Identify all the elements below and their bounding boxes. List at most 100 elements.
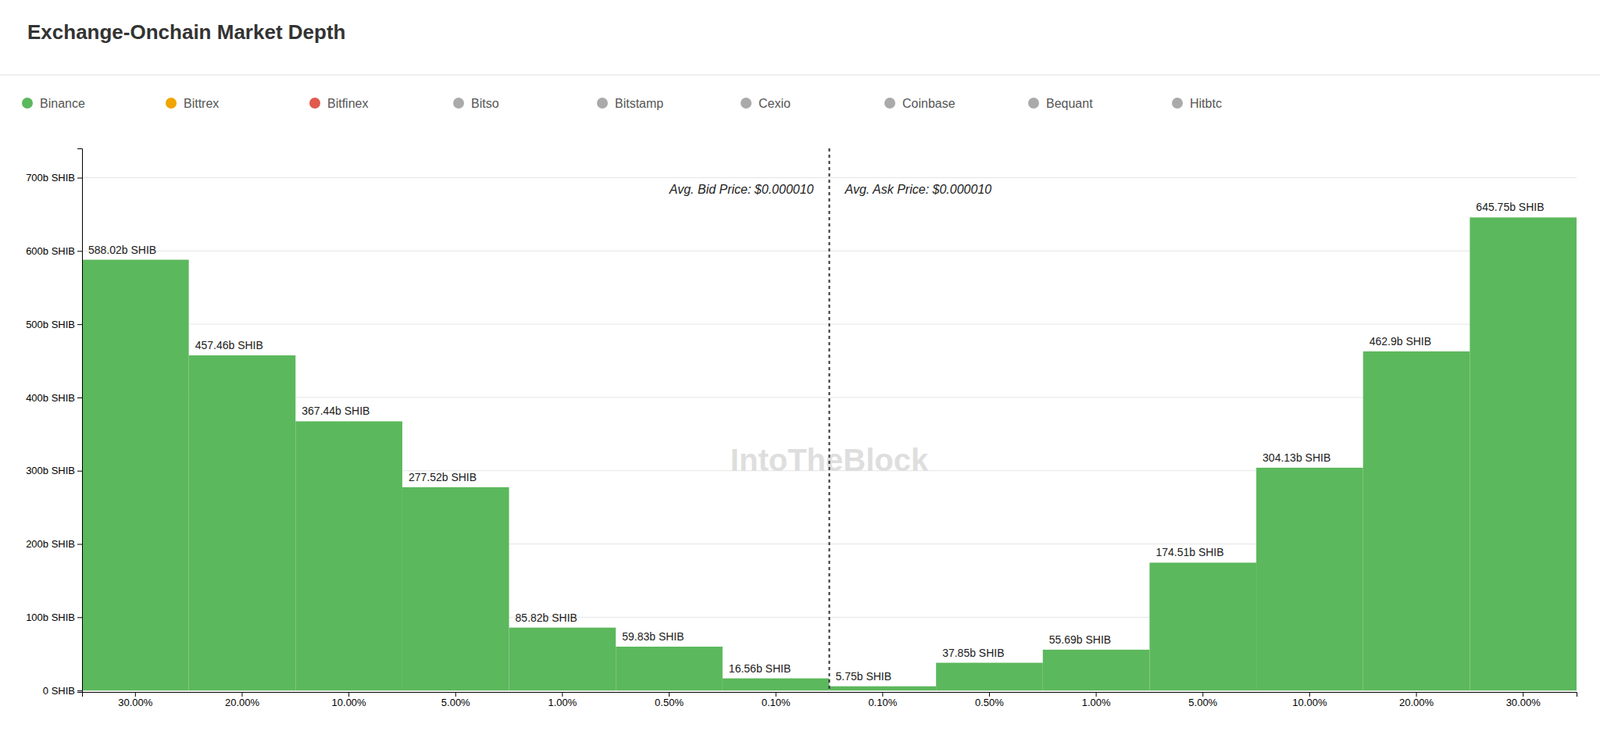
bar: [1149, 562, 1257, 691]
x-axis: 30.00% 20.00% 10.00% 5.00% 1.00% 0.50% 0.10% 0.…: [82, 692, 1578, 709]
tick-mark: [77, 397, 83, 399]
tick: 5.00%: [1188, 692, 1218, 709]
tick: 700b SHIB: [25, 171, 83, 184]
annotation: Avg. Bid Price: $0.000010: [668, 182, 815, 197]
tick-label: 100b SHIB: [25, 611, 75, 624]
tick-mark: [135, 692, 136, 697]
legend-swatch: [596, 97, 608, 109]
tick-label: 0.10%: [761, 696, 791, 709]
tick: 0.50%: [654, 692, 684, 709]
data-label: 277.52b SHIB: [408, 471, 477, 484]
tick: 5.00%: [441, 692, 471, 709]
tick-label: 10.00%: [332, 696, 368, 709]
tick-mark: [775, 692, 777, 697]
bar: [295, 421, 403, 691]
tick: 10.00%: [332, 692, 368, 709]
tick: 0.10%: [867, 692, 897, 709]
tick: 100b SHIB: [25, 611, 83, 624]
tick: 1.00%: [547, 692, 577, 709]
legend-item: Bittrex: [165, 96, 219, 111]
bar: [402, 487, 510, 691]
tick-label: 700b SHIB: [25, 171, 75, 184]
tick-label: 30.00%: [117, 696, 154, 709]
tick-mark: [1096, 692, 1097, 697]
bar: [509, 628, 617, 691]
watermark: IntoTheBlock: [730, 442, 929, 478]
tick: 500b SHIB: [25, 318, 83, 331]
bar: [722, 678, 830, 692]
legend-item: Bitstamp: [596, 96, 664, 111]
data-label: 174.51b SHIB: [1155, 546, 1224, 559]
legend-item: Bitfinex: [309, 96, 368, 111]
tick: 30.00%: [1506, 692, 1542, 709]
y-axis: 0 SHIB 100b SHIB 200b SHIB 300b SHIB 400b SH…: [25, 149, 83, 697]
tick: 0 SHIB: [42, 685, 83, 697]
legend-swatch: [1028, 97, 1040, 109]
bar: [1042, 650, 1150, 691]
tick: 0.50%: [975, 692, 1004, 709]
tick-mark: [455, 692, 457, 697]
tick-mark: [77, 324, 83, 325]
tick-mark: [561, 692, 563, 697]
legend: BinanceBittrexBitfinexBitsoBitstampCexio…: [21, 96, 1222, 111]
tick-label: 5.00%: [441, 696, 471, 709]
tick-label: 30.00%: [1506, 696, 1542, 709]
legend-item: Cexio: [740, 96, 791, 111]
legend-label: Bittrex: [183, 96, 219, 111]
tick-label: 400b SHIB: [25, 392, 75, 404]
legend-swatch: [740, 97, 752, 109]
bar: [1256, 467, 1364, 691]
legend-item: Bequant: [1028, 96, 1093, 111]
title: Exchange-Onchain Market Depth: [27, 20, 346, 44]
tick-label: 500b SHIB: [25, 318, 75, 331]
tick-mark: [241, 692, 243, 697]
tick: 20.00%: [225, 692, 261, 709]
data-label: 37.85b SHIB: [942, 646, 1004, 660]
tick-label: 0.50%: [654, 696, 684, 709]
tick-mark: [348, 692, 350, 697]
legend-item: Coinbase: [884, 96, 956, 111]
tick-label: 600b SHIB: [25, 245, 75, 258]
data-labels: 588.02b SHIB 457.46b SHIB 367.44b SHIB 277.…: [88, 200, 1545, 683]
tick: 1.00%: [1082, 692, 1111, 709]
tick-mark: [1202, 692, 1204, 697]
legend-swatch: [165, 97, 177, 109]
tick-label: 200b SHIB: [25, 538, 75, 550]
tick: 400b SHIB: [25, 392, 83, 404]
tick-mark: [77, 471, 83, 472]
legend-label: Bitfinex: [327, 96, 368, 111]
tick: 600b SHIB: [25, 245, 83, 258]
data-label: 588.02b SHIB: [88, 243, 157, 257]
tick-label: 20.00%: [225, 696, 261, 709]
data-label: 16.56b SHIB: [728, 662, 791, 675]
legend-swatch: [1171, 97, 1183, 109]
legend-item: Bitso: [453, 96, 500, 111]
grid-line: [82, 396, 1577, 398]
axis-line: [77, 149, 83, 693]
plot: IntoTheBlock 0 SHIB 100b SHIB 200b SHIB 300b…: [25, 148, 1577, 709]
legend-label: Hitbtc: [1189, 96, 1222, 111]
data-label: 55.69b SHIB: [1049, 633, 1111, 647]
bar: [829, 686, 937, 691]
data-label: 367.44b SHIB: [301, 404, 370, 418]
tick-mark: [668, 692, 670, 697]
tick-mark: [1522, 692, 1524, 697]
tick: 200b SHIB: [25, 538, 83, 550]
tick: 10.00%: [1292, 692, 1328, 709]
tick-label: 0.10%: [867, 696, 897, 709]
tick-mark: [77, 617, 83, 618]
tick: 20.00%: [1399, 692, 1435, 709]
tick-label: 0.50%: [975, 696, 1004, 709]
tick-label: 1.00%: [547, 696, 577, 709]
tick: 0.10%: [761, 692, 791, 709]
data-label: 457.46b SHIB: [195, 339, 264, 352]
legend-swatch: [884, 97, 896, 109]
tick-label: 0 SHIB: [42, 685, 75, 697]
bar: [189, 355, 297, 691]
legend-swatch: [453, 97, 465, 109]
bar: [935, 663, 1043, 692]
tick-label: 10.00%: [1292, 696, 1328, 709]
tick: 300b SHIB: [25, 464, 83, 477]
tick: 30.00%: [117, 692, 154, 709]
bar: [82, 260, 190, 692]
